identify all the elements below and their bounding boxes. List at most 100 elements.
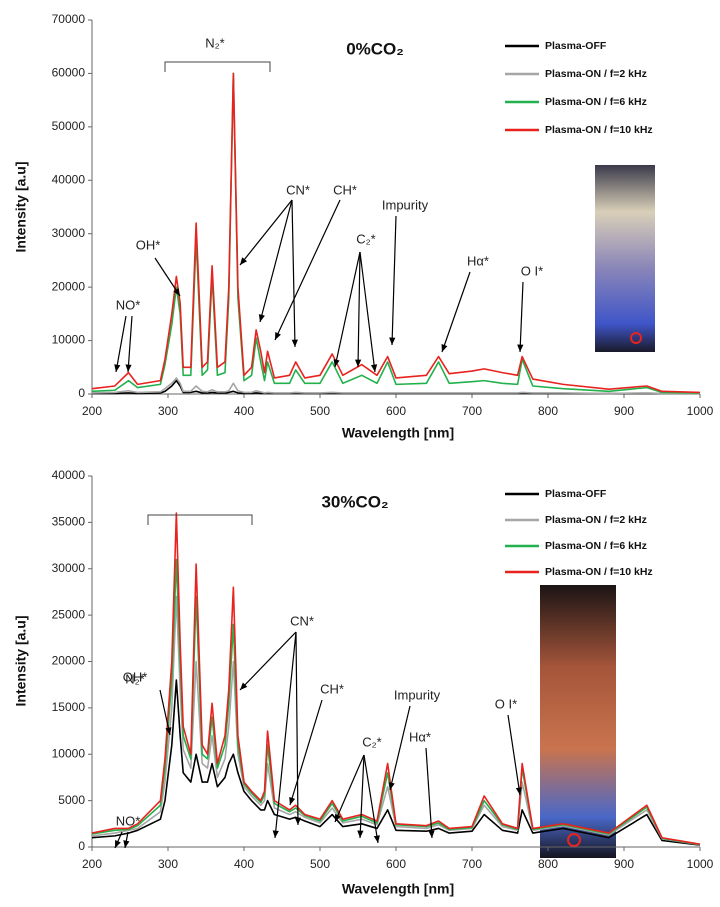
arrow-line — [274, 199, 341, 341]
chart-title: 30%CO₂ — [321, 492, 388, 511]
arrow-head — [333, 359, 340, 367]
arrow-head — [289, 797, 296, 805]
annotation: CN* — [286, 182, 310, 197]
arrow-line — [507, 714, 521, 796]
arrow-head — [114, 364, 121, 372]
arrow-head — [240, 682, 248, 690]
annotation: NO* — [116, 813, 141, 828]
legend-label: Plasma-ON / f=6 kHz — [545, 96, 647, 108]
arrow-line — [295, 631, 299, 826]
arrow-line — [274, 631, 297, 839]
arrow-head — [123, 840, 130, 848]
y-tick-label: 70000 — [52, 12, 86, 26]
x-tick-label: 200 — [82, 404, 102, 418]
arrow-head — [240, 257, 248, 265]
annotation: NO* — [116, 297, 141, 312]
arrow-head — [388, 782, 395, 790]
arrow-head — [370, 364, 378, 372]
arrow-line — [359, 754, 365, 839]
arrow-head — [428, 830, 435, 838]
annotation: O I* — [521, 263, 543, 278]
arrow-head — [441, 344, 448, 352]
x-tick-label: 900 — [614, 857, 634, 871]
annotation: Hα* — [467, 253, 489, 268]
spectrum-line — [91, 72, 701, 394]
legend-label: Plasma-ON / f=6 kHz — [545, 540, 647, 552]
x-tick-label: 800 — [538, 404, 558, 418]
arrow-line — [359, 251, 376, 373]
annotation: C₂* — [356, 231, 376, 246]
annotation: N₂* — [125, 671, 145, 686]
y-tick-label: 10000 — [52, 333, 86, 347]
legend-label: Plasma-ON / f=2 kHz — [545, 68, 647, 80]
arrow-head — [294, 817, 302, 825]
y-tick-label: 0 — [78, 386, 85, 400]
y-tick-label: 60000 — [52, 66, 86, 80]
arrow-head — [125, 364, 132, 372]
flame-photo — [595, 165, 655, 352]
arrow-line — [389, 705, 411, 791]
spectrum-line — [91, 595, 701, 846]
arrow-line — [159, 689, 171, 736]
x-tick-label: 1000 — [687, 404, 714, 418]
legend-label: Plasma-OFF — [545, 488, 607, 500]
arrow-line — [519, 281, 524, 353]
arrow-line — [363, 754, 379, 844]
x-tick-label: 600 — [386, 404, 406, 418]
arrow-line — [357, 251, 361, 368]
spectrum-line — [91, 377, 700, 395]
y-tick-label: 40000 — [52, 468, 86, 482]
arrow-head — [165, 727, 172, 735]
arrow-head — [517, 344, 524, 352]
arrow-line — [441, 271, 471, 353]
x-tick-label: 300 — [158, 404, 178, 418]
annotation: Hα* — [409, 729, 431, 744]
y-axis-title: Intensity [a.u] — [13, 615, 29, 706]
arrow-line — [425, 747, 433, 839]
bracket — [164, 61, 271, 72]
arrow-line — [391, 215, 397, 346]
annotation: C₂* — [362, 734, 382, 749]
y-tick-label: 5000 — [58, 793, 85, 807]
arrow-line — [291, 199, 296, 348]
arrow-line — [334, 251, 361, 368]
x-tick-label: 500 — [310, 404, 330, 418]
spectrum-line — [91, 679, 701, 846]
x-tick-label: 900 — [614, 404, 634, 418]
y-tick-label: 15000 — [52, 700, 86, 714]
x-tick-label: 800 — [538, 857, 558, 871]
y-tick-label: 25000 — [52, 607, 86, 621]
annotation: CH* — [320, 681, 344, 696]
legend-label: Plasma-ON / f=2 kHz — [545, 514, 647, 526]
photo-marker — [567, 833, 581, 847]
y-tick-label: 50000 — [52, 119, 86, 133]
y-tick-label: 0 — [78, 839, 85, 853]
arrow-line — [239, 631, 297, 691]
x-tick-label: 500 — [310, 857, 330, 871]
chart-title: 0%CO₂ — [346, 39, 404, 58]
y-tick-label: 40000 — [52, 172, 86, 186]
annotation: N₂* — [205, 35, 225, 50]
legend-label: Plasma-ON / f=10 kHz — [545, 566, 653, 578]
arrow-line — [239, 199, 293, 266]
x-tick-label: 700 — [462, 404, 482, 418]
legend-label: Plasma-OFF — [545, 40, 607, 52]
arrow-line — [289, 699, 323, 806]
x-tick-label: 600 — [386, 857, 406, 871]
legend-label: Plasma-ON / f=10 kHz — [545, 124, 653, 136]
arrow-head — [515, 787, 522, 795]
x-tick-label: 200 — [82, 857, 102, 871]
arrow-head — [355, 359, 362, 367]
arrow-head — [258, 314, 265, 322]
flame-photo — [540, 585, 616, 858]
annotation: Impurity — [394, 687, 441, 702]
annotation: CH* — [333, 182, 357, 197]
x-tick-label: 300 — [158, 857, 178, 871]
annotation: OH* — [136, 237, 161, 252]
annotation: OH* — [123, 669, 148, 684]
arrow-line — [334, 754, 365, 823]
x-axis-title: Wavelength [nm] — [342, 881, 454, 897]
x-axis-title: Wavelength [nm] — [342, 425, 454, 441]
arrow-head — [335, 814, 341, 822]
